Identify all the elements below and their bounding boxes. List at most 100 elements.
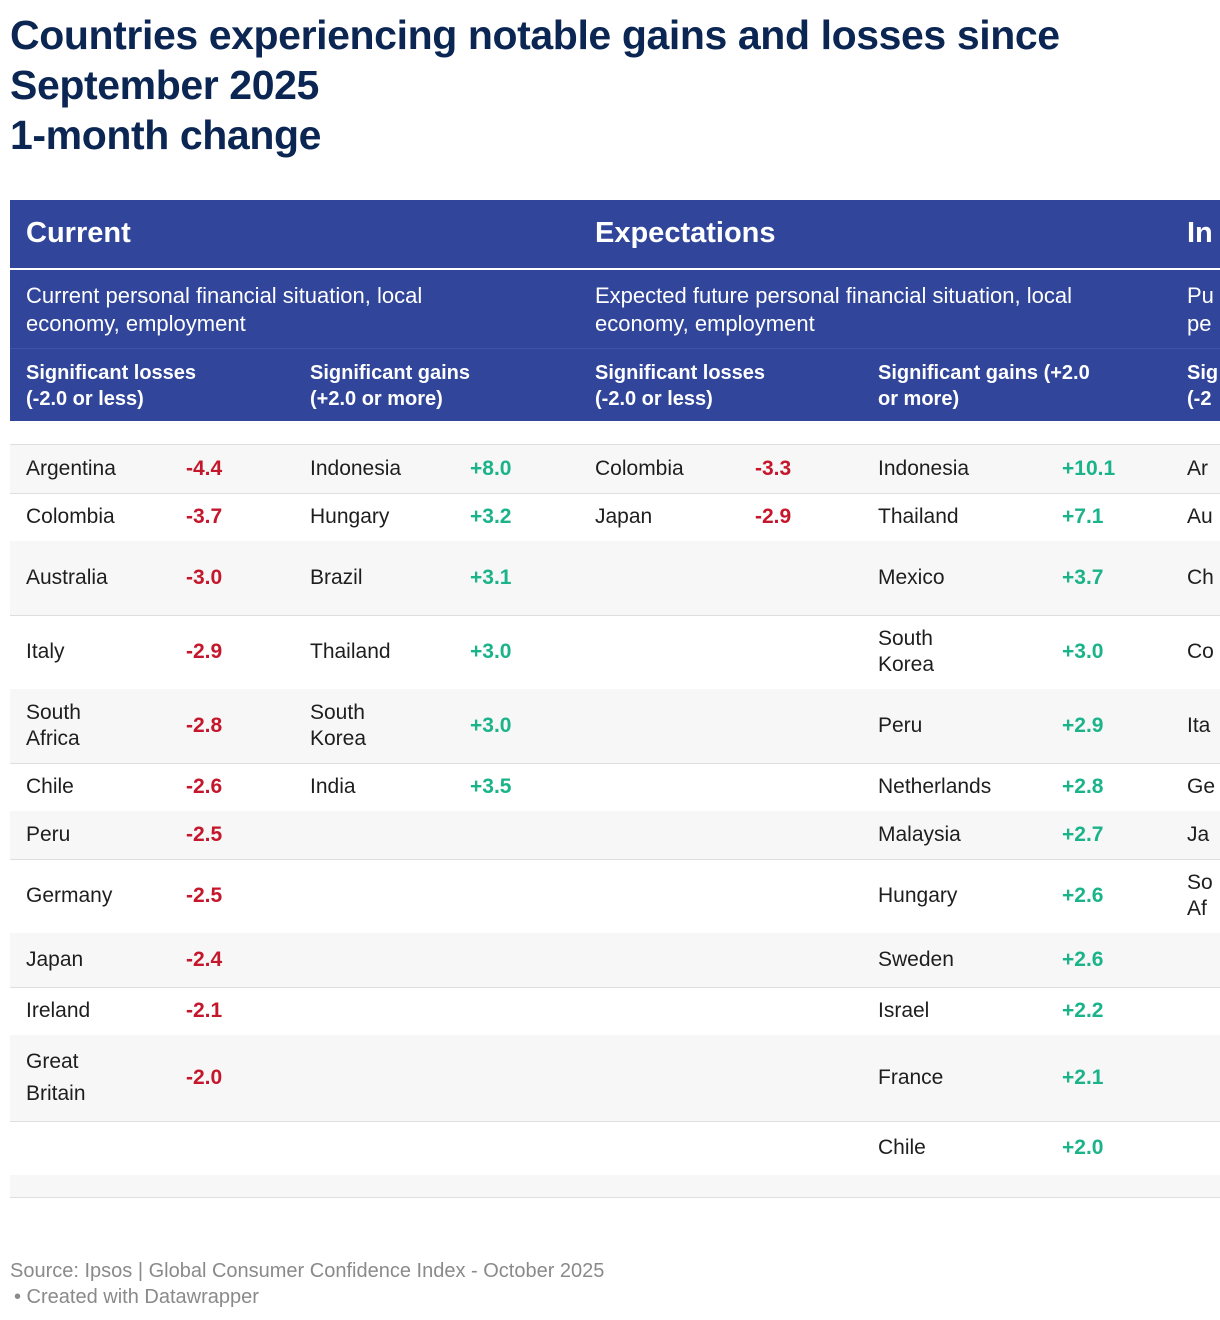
country-name: Peru bbox=[26, 823, 71, 846]
table-row: Ireland -2.1 Israel +2.2 bbox=[10, 987, 1220, 1036]
gain-value: +3.7 bbox=[1062, 566, 1104, 589]
loss-value: -2.9 bbox=[755, 505, 792, 528]
table-row: Italy -2.9 Thailand +3.0 South Korea +3.0 Co bbox=[10, 615, 1220, 690]
gain-value: +3.1 bbox=[470, 566, 512, 589]
table-row: Chile -2.6 India +3.5 Netherlands +2.8 Ge bbox=[10, 763, 1220, 812]
chart-title: Countries experiencing notable gains and… bbox=[10, 10, 1200, 160]
country-name: Japan bbox=[26, 948, 84, 971]
gain-value: +3.2 bbox=[470, 505, 512, 528]
description-line: economy, employment bbox=[595, 311, 815, 336]
country-name: Indonesia bbox=[310, 457, 402, 480]
group-third-title: In bbox=[1187, 217, 1213, 249]
description-line: Expected future personal financial situa… bbox=[595, 283, 1072, 308]
country-name-clipped: Au bbox=[1187, 505, 1213, 528]
table-row: Peru -2.5 Malaysia +2.7 Ja bbox=[10, 811, 1220, 860]
country-name: South Korea bbox=[310, 701, 367, 750]
group-description-band bbox=[10, 270, 1220, 348]
country-name-clipped: Ita bbox=[1187, 714, 1211, 737]
country-name: Netherlands bbox=[878, 775, 992, 798]
gain-value: +2.8 bbox=[1062, 775, 1104, 798]
gain-value: +8.0 bbox=[470, 457, 512, 480]
group-current-description: Current personal financial situation, lo… bbox=[26, 282, 422, 338]
country-name: Ireland bbox=[26, 999, 91, 1022]
country-name: Australia bbox=[26, 566, 108, 589]
gain-value: +2.2 bbox=[1062, 999, 1104, 1022]
header-line: Sig bbox=[1187, 362, 1219, 384]
loss-value: -4.4 bbox=[186, 457, 223, 480]
credit-text: • Created with Datawrapper bbox=[14, 1286, 259, 1308]
country-name: Thailand bbox=[310, 640, 391, 663]
country-name: Hungary bbox=[878, 884, 958, 907]
country-name: South Africa bbox=[26, 701, 81, 750]
table-row: Japan -2.4 Sweden +2.6 bbox=[10, 933, 1220, 988]
country-name-clipped: Co bbox=[1187, 640, 1214, 663]
loss-value: -3.7 bbox=[186, 505, 223, 528]
source-note: Source: Ipsos | Global Consumer Confiden… bbox=[10, 1258, 604, 1310]
loss-value: -2.6 bbox=[186, 775, 223, 798]
gain-value: +3.0 bbox=[1062, 640, 1104, 663]
country-name: Colombia bbox=[26, 505, 115, 528]
description-line: economy, employment bbox=[26, 311, 246, 336]
country-name: Thailand bbox=[878, 505, 959, 528]
loss-value: -3.0 bbox=[186, 566, 223, 589]
col-expectations-gains-header: Significant gains (+2.0 or more) bbox=[878, 360, 1090, 412]
country-name: Peru bbox=[878, 714, 923, 737]
country-name: Mexico bbox=[878, 566, 945, 589]
loss-value: -2.5 bbox=[186, 884, 223, 907]
header-line: Significant losses bbox=[595, 362, 766, 384]
group-expectations-description: Expected future personal financial situa… bbox=[595, 282, 1072, 338]
country-name: India bbox=[310, 775, 356, 798]
loss-value: -2.1 bbox=[186, 999, 223, 1022]
loss-value: -2.8 bbox=[186, 714, 223, 737]
loss-value: -2.0 bbox=[186, 1066, 223, 1089]
table-row: Germany -2.5 Hungary +2.6 So Af bbox=[10, 859, 1220, 934]
gain-value: +2.6 bbox=[1062, 948, 1104, 971]
country-name: Argentina bbox=[26, 457, 116, 480]
loss-value: -2.4 bbox=[186, 948, 223, 971]
data-table: Current Expectations In Current personal… bbox=[10, 200, 1220, 1198]
country-name-clipped: Ar bbox=[1187, 457, 1208, 480]
gain-value: +3.0 bbox=[470, 714, 512, 737]
description-line: Current personal financial situation, lo… bbox=[26, 283, 423, 308]
group-expectations-title: Expectations bbox=[595, 217, 776, 249]
country-name: Italy bbox=[26, 640, 65, 663]
country-name: Chile bbox=[26, 775, 74, 798]
description-divider bbox=[10, 348, 1220, 349]
header-line: or more) bbox=[878, 388, 960, 410]
header-line: Significant gains (+2.0 bbox=[878, 362, 1090, 384]
title-line-1: Countries experiencing notable gains and… bbox=[10, 12, 1060, 58]
header-line: Significant gains bbox=[310, 362, 471, 384]
country-name: France bbox=[878, 1066, 944, 1089]
table-footer-row bbox=[10, 1175, 1220, 1198]
gain-value: +7.1 bbox=[1062, 505, 1104, 528]
loss-value: -2.5 bbox=[186, 823, 223, 846]
table-row: Colombia -3.7 Hungary +3.2 Japan -2.9 Thailand… bbox=[10, 493, 1220, 542]
group-third-description: Pu pe bbox=[1187, 282, 1214, 338]
country-name: Hungary bbox=[310, 505, 390, 528]
country-name-clipped: So Af bbox=[1187, 871, 1213, 920]
header-line: (-2.0 or less) bbox=[595, 388, 713, 410]
gain-value: +2.1 bbox=[1062, 1066, 1104, 1089]
header-line: Significant losses bbox=[26, 362, 197, 384]
table-row: Argentina -4.4 Indonesia +8.0 Colombia -3.3 In… bbox=[10, 445, 1220, 494]
title-line-2: September 2025 bbox=[10, 62, 319, 108]
country-name-clipped: Ja bbox=[1187, 823, 1210, 846]
table-row: Chile +2.0 bbox=[10, 1121, 1220, 1176]
country-name-clipped: Ch bbox=[1187, 566, 1214, 589]
col-expectations-losses-header: Significant losses (-2.0 or less) bbox=[595, 360, 765, 412]
description-line: pe bbox=[1187, 311, 1212, 336]
country-name: Sweden bbox=[878, 948, 954, 971]
col-third-losses-header: Sig (-2 bbox=[1187, 360, 1218, 412]
table-row: Australia -3.0 Brazil +3.1 Mexico +3.7 Ch bbox=[10, 541, 1220, 616]
header-line: (-2 bbox=[1187, 388, 1212, 410]
country-name: Indonesia bbox=[878, 457, 970, 480]
header-line: (+2.0 or more) bbox=[310, 388, 443, 410]
gain-value: +2.0 bbox=[1062, 1136, 1104, 1159]
gain-value: +2.7 bbox=[1062, 823, 1104, 846]
col-current-losses-header: Significant losses (-2.0 or less) bbox=[26, 360, 196, 412]
country-name: Colombia bbox=[595, 457, 684, 480]
gain-value: +10.1 bbox=[1062, 457, 1116, 480]
column-header-band bbox=[10, 349, 1220, 421]
country-name: Malaysia bbox=[878, 823, 961, 846]
country-name-clipped: Ge bbox=[1187, 775, 1216, 798]
